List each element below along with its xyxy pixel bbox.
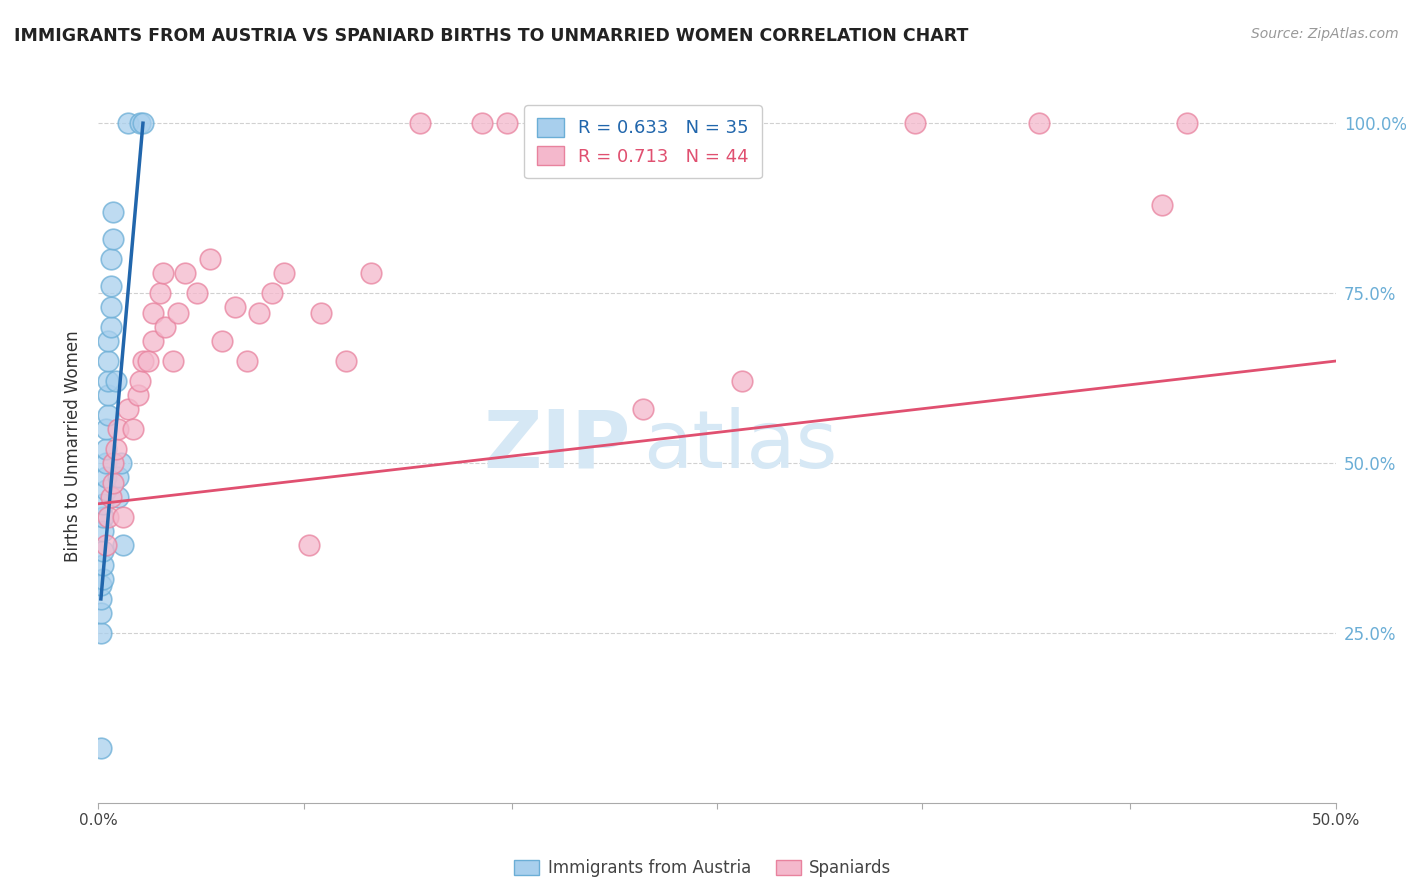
Point [129, 116, 152, 130]
Point [100, 252, 122, 266]
Point [110, 456, 132, 470]
Point [97, 510, 120, 524]
Point [93, 524, 115, 538]
Point [198, 252, 221, 266]
Point [103, 456, 125, 470]
Point [247, 306, 270, 320]
Point [107, 469, 129, 483]
Point [97, 375, 120, 389]
Y-axis label: Births to Unmarried Women: Births to Unmarried Women [65, 330, 83, 562]
Point [136, 354, 159, 368]
Point [1028, 116, 1050, 130]
Point [90, 741, 112, 756]
Point [122, 422, 145, 436]
Point [495, 116, 517, 130]
Point [298, 537, 321, 551]
Point [1152, 198, 1174, 212]
Point [100, 320, 122, 334]
Point [132, 116, 155, 130]
Point [132, 354, 155, 368]
Point [97, 334, 120, 348]
Point [100, 490, 122, 504]
Point [94, 483, 117, 498]
Point [117, 116, 139, 130]
Point [582, 116, 605, 130]
Point [94, 537, 117, 551]
Point [471, 116, 494, 130]
Point [93, 544, 115, 558]
Point [1175, 116, 1198, 130]
Point [904, 116, 927, 130]
Point [236, 354, 259, 368]
Point [107, 490, 129, 504]
Point [142, 334, 165, 348]
Point [104, 375, 127, 389]
Point [97, 354, 120, 368]
Point [90, 591, 112, 606]
Point [103, 232, 125, 246]
Point [103, 204, 125, 219]
Point [90, 578, 112, 592]
Text: atlas: atlas [643, 407, 837, 485]
Point [90, 606, 112, 620]
Point [309, 306, 332, 320]
Point [97, 388, 120, 402]
Point [273, 266, 295, 280]
Point [103, 476, 125, 491]
Point [335, 354, 357, 368]
Point [152, 266, 174, 280]
Point [174, 266, 197, 280]
Legend: Immigrants from Austria, Spaniards: Immigrants from Austria, Spaniards [508, 853, 898, 884]
Point [112, 510, 135, 524]
Point [142, 306, 165, 320]
Point [94, 469, 117, 483]
Point [104, 442, 127, 457]
Text: Source: ZipAtlas.com: Source: ZipAtlas.com [1251, 27, 1399, 41]
Point [97, 409, 120, 423]
Point [127, 388, 149, 402]
Point [731, 375, 754, 389]
Point [107, 422, 129, 436]
Point [94, 456, 117, 470]
Point [100, 279, 122, 293]
Point [94, 422, 117, 436]
Point [186, 286, 208, 301]
Point [94, 442, 117, 457]
Point [155, 320, 177, 334]
Point [100, 300, 122, 314]
Text: ZIP: ZIP [484, 407, 630, 485]
Point [211, 334, 233, 348]
Point [93, 558, 115, 572]
Point [93, 572, 115, 586]
Point [149, 286, 172, 301]
Point [631, 401, 654, 416]
Point [117, 401, 139, 416]
Legend: R = 0.633   N = 35, R = 0.713   N = 44: R = 0.633 N = 35, R = 0.713 N = 44 [524, 105, 762, 178]
Point [360, 266, 382, 280]
Point [90, 626, 112, 640]
Point [162, 354, 184, 368]
Point [409, 116, 432, 130]
Point [166, 306, 188, 320]
Point [112, 537, 135, 551]
Point [224, 300, 246, 314]
Point [93, 510, 115, 524]
Point [129, 375, 152, 389]
Point [260, 286, 283, 301]
Text: IMMIGRANTS FROM AUSTRIA VS SPANIARD BIRTHS TO UNMARRIED WOMEN CORRELATION CHART: IMMIGRANTS FROM AUSTRIA VS SPANIARD BIRT… [14, 27, 969, 45]
Point [93, 497, 115, 511]
